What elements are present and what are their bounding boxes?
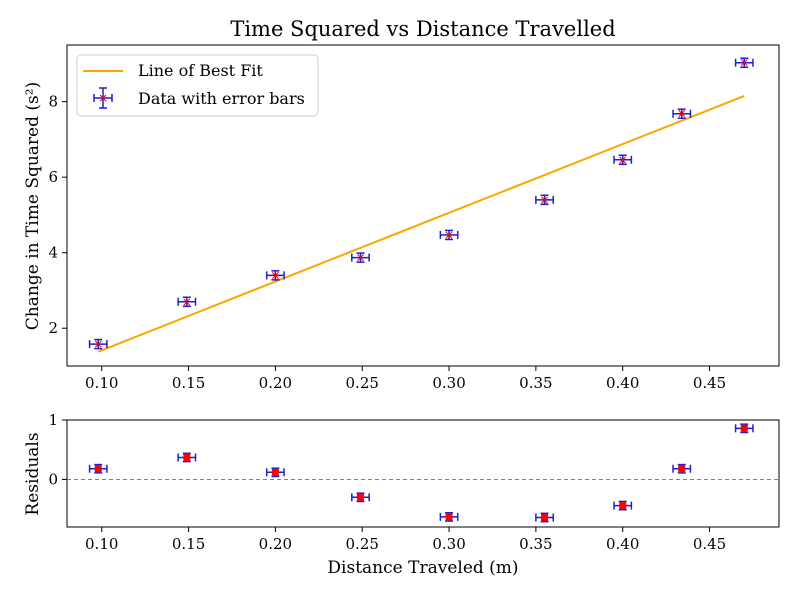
main-x-ticks: 0.10 0.15 0.20 0.25 0.30 0.35 0.40 0.45 xyxy=(85,366,726,392)
main-x-tick-label: 0.30 xyxy=(432,374,465,392)
main-data-point: × xyxy=(613,153,633,167)
legend[interactable]: Line of Best Fit × Data with error bars xyxy=(76,54,319,117)
residuals-x-tick-label: 0.45 xyxy=(693,535,726,553)
legend-box xyxy=(76,54,319,117)
main-data-point: × xyxy=(265,268,285,282)
main-data-marks: × × × × × × × × × xyxy=(88,56,754,353)
residuals-data-point xyxy=(439,511,459,522)
main-data-point: × xyxy=(88,337,108,351)
main-x-tick-label: 0.25 xyxy=(346,374,379,392)
svg-text:×: × xyxy=(677,107,687,121)
main-y-ticks: 2 4 6 8 xyxy=(48,93,67,337)
x-axis-label: Distance Traveled (m) xyxy=(327,558,518,578)
main-x-tick-label: 0.10 xyxy=(85,374,118,392)
residuals-x-tick-label: 0.30 xyxy=(432,535,465,553)
svg-text:×: × xyxy=(270,268,280,282)
main-x-tick-label: 0.15 xyxy=(172,374,205,392)
residuals-x-tick-label: 0.40 xyxy=(606,535,639,553)
residuals-plot-frame xyxy=(66,419,780,528)
residuals-data-point xyxy=(734,423,754,434)
main-y-tick-label: 6 xyxy=(48,168,58,186)
main-data-point: × xyxy=(672,107,692,121)
svg-text:×: × xyxy=(444,228,454,242)
svg-text:×: × xyxy=(540,193,550,207)
main-x-tick-label: 0.20 xyxy=(259,374,292,392)
legend-entry-data: Data with error bars xyxy=(138,89,305,108)
residuals-x-tick-label: 0.25 xyxy=(346,535,379,553)
residuals-y-tick-label: 0 xyxy=(48,470,58,488)
main-data-point: × xyxy=(734,56,754,70)
main-chart: Time Squared vs Distance Travelled 0.10 0… xyxy=(23,17,780,392)
main-x-tick-label: 0.40 xyxy=(606,374,639,392)
legend-swatch-errorbar: × xyxy=(93,87,113,109)
residuals-data-point xyxy=(265,467,285,478)
residuals-y-ticks: 01 xyxy=(48,411,67,488)
residuals-data-point xyxy=(613,500,633,511)
residuals-data-point xyxy=(535,512,554,523)
main-data-point: × xyxy=(351,251,370,265)
residuals-x-ticks: 0.10 0.15 0.20 0.25 0.30 0.35 0.40 0.45 xyxy=(85,527,726,553)
residuals-x-tick-label: 0.35 xyxy=(519,535,552,553)
residuals-x-tick-label: 0.20 xyxy=(259,535,292,553)
main-data-point: × xyxy=(177,295,197,309)
residuals-data-point xyxy=(351,492,370,503)
residuals-data-point xyxy=(672,463,692,474)
svg-text:×: × xyxy=(182,295,192,309)
residuals-data-marks xyxy=(88,423,754,523)
residuals-x-tick-label: 0.15 xyxy=(172,535,205,553)
residuals-data-point xyxy=(88,463,108,474)
main-y-tick-label: 2 xyxy=(48,319,58,337)
svg-text:×: × xyxy=(618,153,628,167)
legend-entry-best-fit: Line of Best Fit xyxy=(138,61,263,80)
main-y-tick-label: 8 xyxy=(48,93,58,111)
residuals-y-tick-label: 1 xyxy=(48,411,58,429)
residuals-data-point xyxy=(177,452,197,463)
main-y-axis-label: Change in Time Squared (s²) xyxy=(23,82,43,330)
residuals-y-axis-label: Residuals xyxy=(23,432,43,515)
main-x-tick-label: 0.35 xyxy=(519,374,552,392)
main-data-point: × xyxy=(439,228,459,242)
main-y-tick-label: 4 xyxy=(48,244,58,262)
chart-title: Time Squared vs Distance Travelled xyxy=(230,17,615,41)
main-x-tick-label: 0.45 xyxy=(693,374,726,392)
main-data-point: × xyxy=(535,193,554,207)
best-fit-line xyxy=(97,95,745,353)
svg-text:×: × xyxy=(98,91,108,105)
residuals-x-tick-label: 0.10 xyxy=(85,535,118,553)
svg-text:×: × xyxy=(93,337,103,351)
svg-text:×: × xyxy=(355,251,365,265)
main-plot-frame xyxy=(66,44,780,367)
residuals-chart: 0.10 0.15 0.20 0.25 0.30 0.35 0.40 0.45 01 Resi… xyxy=(23,411,780,578)
svg-text:×: × xyxy=(739,56,749,70)
